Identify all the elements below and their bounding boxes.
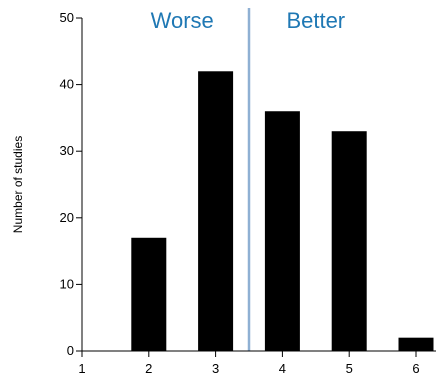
bar-x-3 <box>198 71 234 351</box>
x-tick-label: 5 <box>346 361 353 376</box>
annotation-better: Better <box>286 8 345 33</box>
bars-group <box>131 71 434 352</box>
x-tick-label: 3 <box>212 361 219 376</box>
y-tick-label: 50 <box>60 10 74 25</box>
y-tick-label: 10 <box>60 276 74 291</box>
y-tick-label: 30 <box>60 143 74 158</box>
y-axis-title: Number of studies <box>11 136 25 233</box>
y-ticks-group: 0 10 20 30 40 50 <box>60 10 82 358</box>
x-tick-label: 2 <box>145 361 152 376</box>
y-tick-label: 20 <box>60 210 74 225</box>
annotations-group: Worse Better <box>151 8 346 33</box>
x-tick-label: 6 <box>412 361 419 376</box>
bar-x-2 <box>131 237 167 351</box>
y-tick-label: 40 <box>60 77 74 92</box>
annotation-worse: Worse <box>151 8 214 33</box>
x-tick-label: 1 <box>78 361 85 376</box>
bar-x-4 <box>264 111 300 352</box>
bar-x-6 <box>398 337 434 351</box>
y-tick-label: 0 <box>67 343 74 358</box>
bar-x-5 <box>331 131 367 351</box>
x-ticks-group: 1 2 3 4 5 6 <box>78 351 420 376</box>
x-tick-label: 4 <box>279 361 286 376</box>
